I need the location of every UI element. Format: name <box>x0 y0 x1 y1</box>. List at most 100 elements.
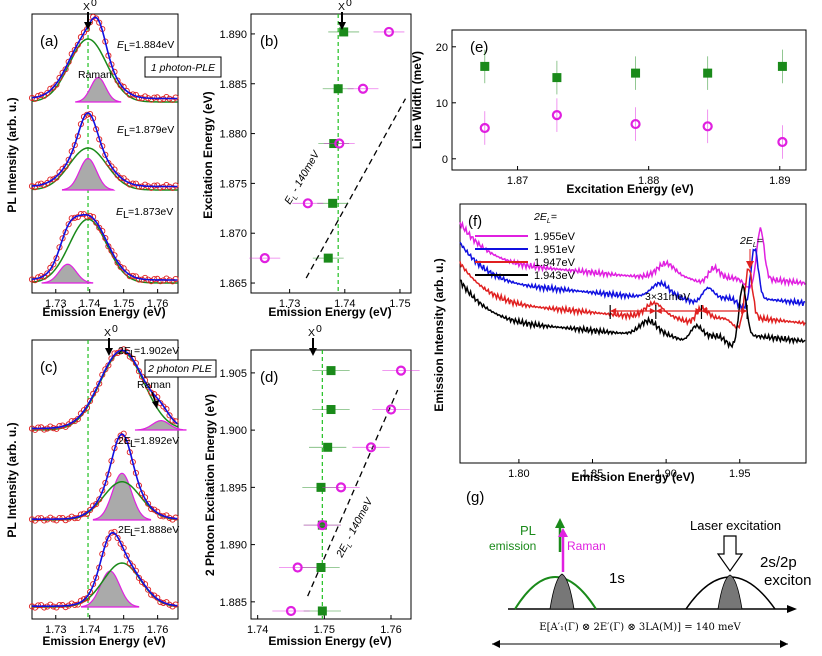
laser-arrow-icon <box>716 535 744 573</box>
xtick-label: 1.90 <box>655 468 676 480</box>
raman-peak <box>75 77 122 103</box>
data-point <box>123 348 130 356</box>
ytick-label: 20 <box>436 42 448 54</box>
data-point <box>87 212 94 220</box>
xtick-label: 1.95 <box>729 468 750 480</box>
panel-a-level-1: E L =1.884eV <box>117 39 174 54</box>
1s-label: 1s <box>609 570 625 587</box>
data-point <box>41 604 48 611</box>
legend-label: 1.951eV <box>534 244 576 256</box>
data-point <box>68 600 75 607</box>
xtick-label: 1.76 <box>147 624 168 636</box>
data-point <box>44 89 51 97</box>
data-square <box>328 198 338 208</box>
total-fit <box>32 433 178 520</box>
legend-label: 1.955eV <box>534 231 576 243</box>
panel-c-level-1: 2E L=1.902eV <box>118 345 179 360</box>
svg-text:X: X <box>83 1 90 13</box>
data-point <box>163 93 170 101</box>
data-point <box>62 604 69 611</box>
total-fit <box>31 531 178 607</box>
data-circle <box>630 118 641 130</box>
2s2p-label: 2s/2p <box>760 554 797 571</box>
panel-e-frame <box>451 29 807 171</box>
panel-c-level-2: 2E L=1.892eV <box>118 435 179 450</box>
panel-f-label: (f) <box>468 213 482 230</box>
xtick-label: 1.85 <box>582 468 603 480</box>
emission-label: emission <box>489 539 536 553</box>
svg-text:0: 0 <box>346 0 352 9</box>
data-circle <box>365 442 377 453</box>
data-circle <box>357 83 369 94</box>
svg-text:2E: 2E <box>118 435 131 447</box>
data-point <box>35 602 42 609</box>
svg-text:L: L <box>130 438 136 450</box>
panel-f-peak-label: 2EL= <box>739 235 763 249</box>
data-point <box>172 94 179 101</box>
total-fit <box>31 112 178 188</box>
xtick-label: 1.89 <box>769 175 790 187</box>
data-circle <box>777 136 788 148</box>
data-point <box>129 563 136 570</box>
svg-text:=1.902eV: =1.902eV <box>134 345 179 357</box>
svg-text:L: L <box>124 42 130 54</box>
panel-e: (e) Excitation Energy (eV) Line Width (m… <box>410 29 807 196</box>
annotation-arrowhead <box>695 308 702 314</box>
spectrum-line <box>459 279 806 350</box>
2s2p-peak <box>717 574 743 610</box>
ytick-label: 1.890 <box>219 540 247 552</box>
panel-b-line-label: EL - 140meV <box>282 148 324 207</box>
panel-a: (a) Emission Energy (eV) PL Intensity (a… <box>5 0 222 319</box>
data-point <box>35 424 42 431</box>
ytick-label: 1.870 <box>219 228 247 240</box>
data-square <box>777 61 787 71</box>
data-point <box>129 355 136 362</box>
data-circle <box>292 562 303 573</box>
svg-text:E: E <box>117 124 125 136</box>
panel-c-raman-arrow <box>151 391 159 409</box>
data-point <box>80 29 87 36</box>
data-square <box>703 68 713 78</box>
xtick-label: 1.74 <box>79 298 100 310</box>
total-fit <box>31 213 178 281</box>
xtick-label: 1.73 <box>45 298 66 310</box>
data-point <box>142 181 149 188</box>
xtick-label: 1.74 <box>334 298 355 310</box>
data-square <box>631 68 641 78</box>
raman-peak <box>61 157 116 191</box>
data-circle <box>317 520 328 531</box>
panel-a-ylabel: PL Intensity (arb. u.) <box>5 97 19 212</box>
data-point <box>163 275 170 282</box>
data-point <box>114 534 121 541</box>
data-point <box>59 69 66 76</box>
svg-text:E: E <box>117 39 125 51</box>
fit-line <box>305 98 407 279</box>
data-point <box>114 349 121 357</box>
panel-g: (g) PL emission Raman 1s Laser excitatio… <box>466 489 812 648</box>
panel-a-label: (a) <box>40 33 58 50</box>
panel-b-label: (b) <box>260 33 278 50</box>
ytick-label: 1.880 <box>219 129 247 141</box>
annotation-arrowhead <box>649 308 656 314</box>
data-point <box>151 506 158 513</box>
svg-text:=1.892eV: =1.892eV <box>134 435 179 447</box>
panel-f-peak-arrow <box>746 249 754 269</box>
xtick-label: 1.74 <box>79 624 100 636</box>
1s-raman-peak <box>549 573 575 610</box>
data-point <box>90 502 97 509</box>
panel-f-frame <box>459 203 807 464</box>
1s-band <box>514 576 597 610</box>
xtick-label: 1.87 <box>507 175 528 187</box>
data-circle <box>302 198 313 209</box>
annotation-arrowhead <box>610 308 617 314</box>
data-point <box>108 355 115 362</box>
panel-b-xlabel: Emission Energy (eV) <box>268 305 391 319</box>
data-point <box>47 423 54 430</box>
svg-text:2E: 2E <box>118 524 131 536</box>
data-point <box>71 418 78 425</box>
data-point <box>114 259 121 266</box>
exciton-label: exciton <box>764 572 812 589</box>
data-point <box>93 500 100 508</box>
